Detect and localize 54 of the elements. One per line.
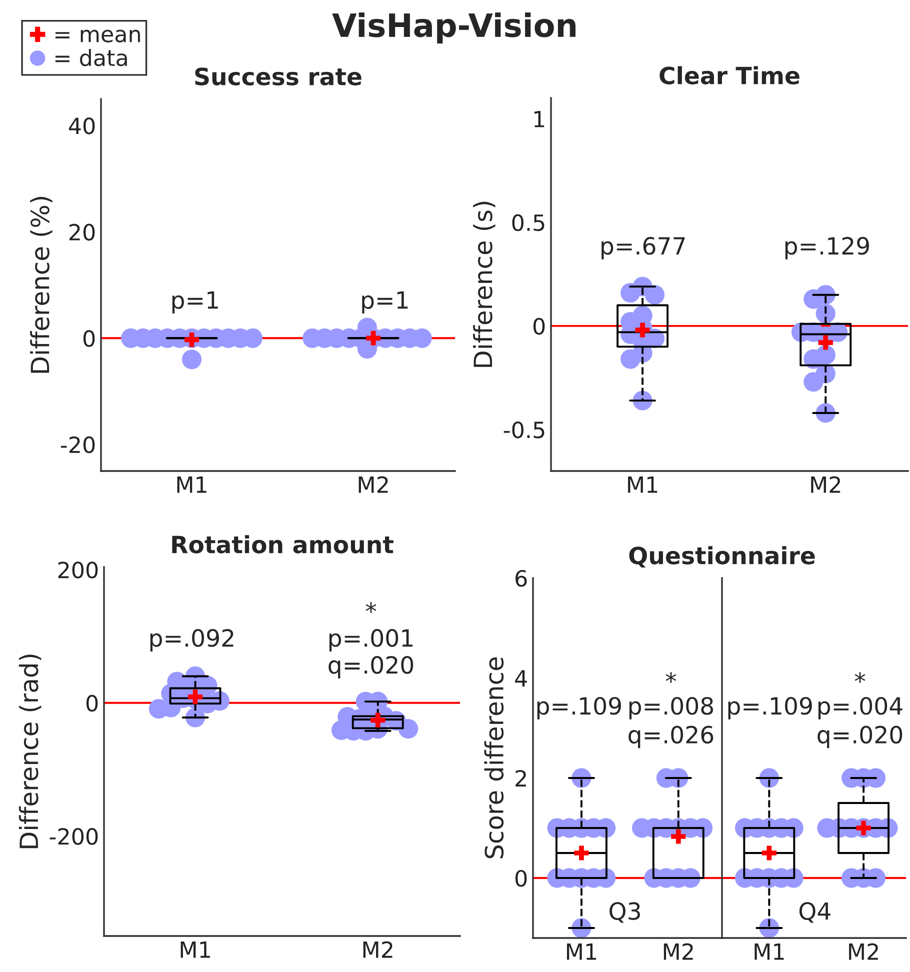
annotation: p=.001 (329, 629, 412, 652)
y-tick-label: 1 (534, 110, 544, 128)
x-tick-label: M2 (811, 476, 840, 493)
annotation: p=1 (362, 291, 408, 314)
chart-title: Clear Time (660, 66, 800, 84)
x-tick-label: M1 (177, 476, 206, 493)
y-tick-label: 200 (58, 562, 98, 578)
text: VisHap-Vision (332, 12, 576, 44)
x-tick-label: M1 (628, 476, 658, 493)
y-tick-label: 0 (533, 318, 545, 335)
annotation: * (366, 602, 376, 613)
annotation: Q3 (610, 902, 640, 923)
y-tick-label: 2 (516, 770, 526, 786)
chart-title: Success rate (195, 68, 362, 86)
x-tick-label: M1 (566, 944, 596, 960)
annotation: p=.109 (537, 696, 621, 720)
annotation: q=.026 (628, 726, 714, 748)
annotation: p=.677 (602, 236, 685, 260)
chart-title: Questionnaire (629, 546, 815, 568)
annotation: p=.004 (818, 696, 902, 720)
y-tick-label: -0.5 (504, 422, 544, 438)
y-axis-title: Score difference (484, 657, 504, 858)
legend-label: = data (55, 49, 127, 66)
annotation: q=.020 (818, 726, 902, 748)
x-tick-label: M1 (180, 942, 210, 958)
annotation: p=1 (172, 291, 218, 314)
annotation: p=.129 (785, 236, 869, 260)
y-axis-title: Difference (s) (473, 202, 496, 367)
y-tick-label: -20 (60, 436, 95, 454)
chart-title: Rotation amount (172, 535, 394, 554)
legend-label: = mean (55, 30, 140, 42)
annotation: p=.092 (150, 629, 234, 652)
annotation: Q4 (799, 902, 830, 923)
y-tick-label: 0 (515, 870, 527, 887)
y-tick-label: -200 (50, 828, 98, 845)
y-tick-label: 40 (68, 118, 95, 134)
annotation: p=.008 (629, 696, 714, 720)
annotation: p=.109 (728, 696, 812, 720)
y-tick-label: 6 (516, 570, 527, 587)
annotation: * (666, 672, 676, 683)
y-tick-label: 0 (86, 694, 98, 712)
y-tick-label: 20 (69, 224, 95, 241)
x-tick-label: M2 (849, 943, 878, 960)
y-tick-label: 0.5 (512, 214, 544, 232)
y-axis-title: Difference (%) (30, 196, 52, 373)
x-tick-label: M2 (664, 943, 693, 960)
y-axis-title: Difference (rad) (18, 654, 42, 848)
x-tick-label: M2 (358, 476, 388, 493)
y-tick-label: 0 (83, 330, 95, 347)
y-tick-label: 4 (515, 670, 527, 686)
annotation: q=.020 (328, 656, 414, 678)
x-tick-label: M1 (754, 944, 784, 960)
annotation: * (854, 672, 866, 683)
x-tick-label: M2 (363, 941, 392, 958)
